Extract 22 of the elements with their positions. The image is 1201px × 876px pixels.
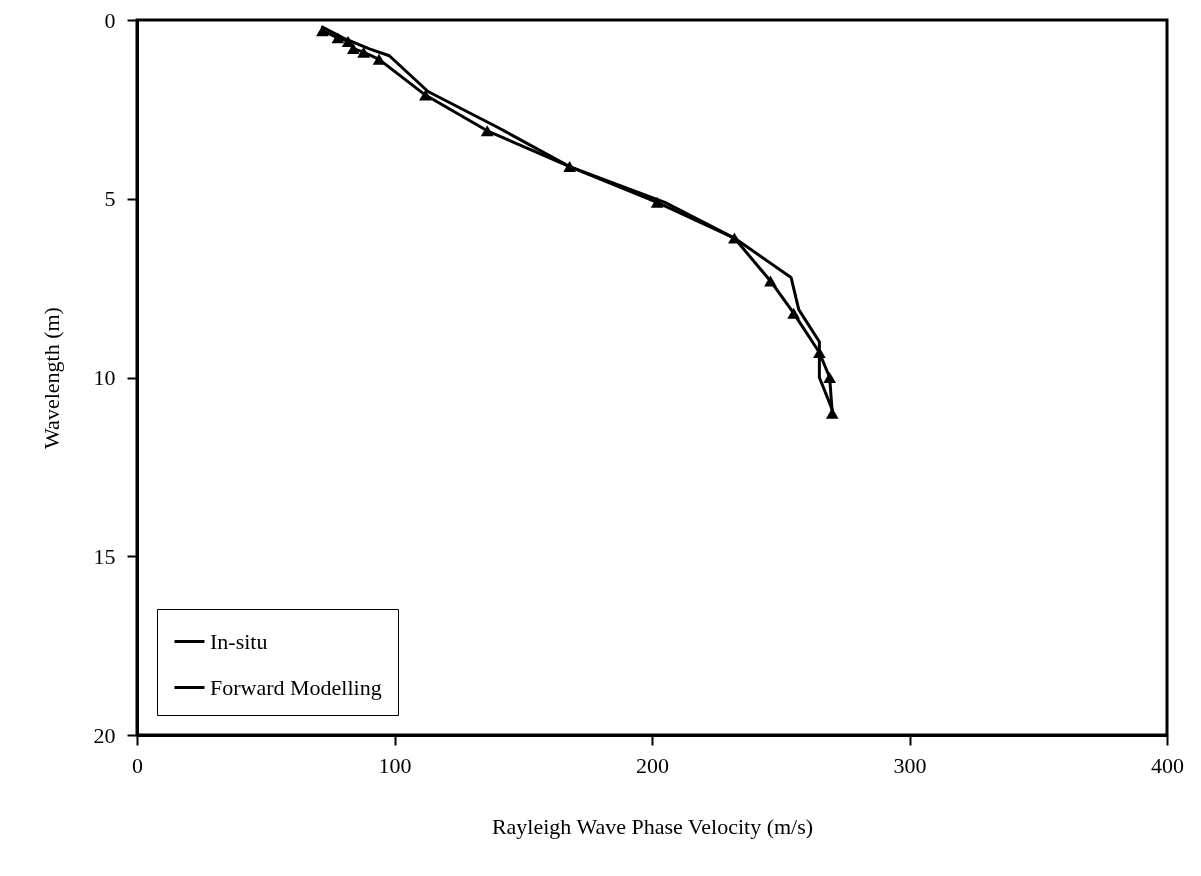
point [419, 89, 432, 101]
y-axis-title: Wavelength (m) [38, 307, 64, 449]
x-tick-label: 200 [636, 752, 669, 778]
point [346, 43, 360, 55]
y-tick-label: 5 [104, 186, 116, 212]
y-tick-label: 10 [93, 365, 116, 390]
point [823, 372, 836, 383]
x-tick-label: 0 [132, 752, 143, 778]
point [480, 125, 494, 137]
point [787, 307, 800, 319]
point [372, 53, 386, 65]
y-tick-label: 15 [93, 543, 116, 569]
x-tick-label: 100 [378, 752, 412, 778]
point [764, 275, 777, 287]
point [650, 196, 664, 208]
legend-label: Forward Modelling [210, 674, 382, 700]
x-axis-title: Rayleigh Wave Phase Velocity (m/s) [491, 813, 814, 839]
x-tick-label: 300 [893, 752, 927, 778]
y-tick-label: 20 [93, 722, 116, 748]
x-tick-label: 400 [1151, 752, 1184, 778]
y-tick-label: 0 [104, 7, 116, 33]
legend-label: In-situ [210, 628, 268, 654]
